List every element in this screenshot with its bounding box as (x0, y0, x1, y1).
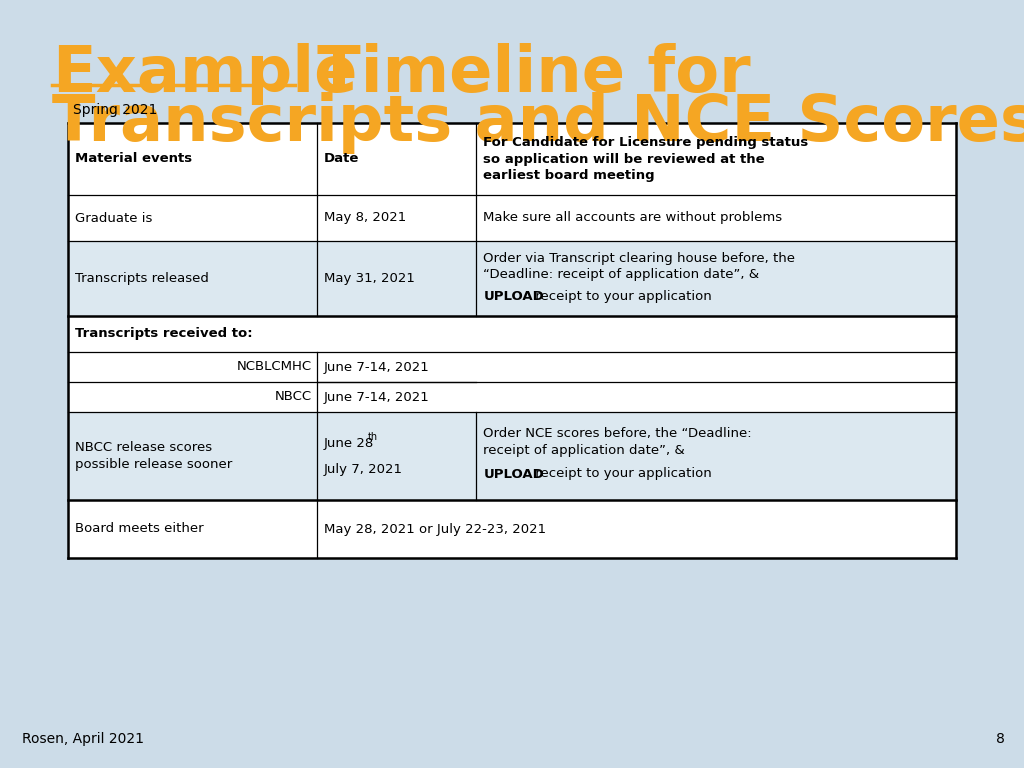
Bar (68, 123, 956, 195)
Text: NBCC: NBCC (274, 390, 311, 403)
Bar (68, 382, 956, 412)
Text: Board meets either: Board meets either (75, 522, 204, 535)
Text: receipt to your application: receipt to your application (531, 290, 713, 303)
Text: UPLOAD: UPLOAD (483, 290, 544, 303)
Text: Date: Date (324, 153, 359, 165)
Text: May 31, 2021: May 31, 2021 (324, 272, 415, 285)
Bar (68, 352, 956, 382)
Text: June 7-14, 2021: June 7-14, 2021 (324, 390, 429, 403)
Text: Spring 2021: Spring 2021 (73, 103, 158, 117)
Text: NBCC release scores
possible release sooner: NBCC release scores possible release soo… (75, 442, 232, 471)
Text: Transcripts and NCE Scores: Transcripts and NCE Scores (52, 92, 1024, 154)
Bar (68, 500, 956, 558)
Text: Graduate is: Graduate is (75, 211, 153, 224)
Text: Order NCE scores before, the “Deadline:
receipt of application date”, &: Order NCE scores before, the “Deadline: … (483, 427, 752, 457)
Text: July 7, 2021: July 7, 2021 (324, 464, 402, 476)
Text: UPLOAD: UPLOAD (483, 468, 544, 481)
Text: Order via Transcript clearing house before, the
“Deadline: receipt of applicatio: Order via Transcript clearing house befo… (483, 252, 796, 281)
Text: June 28: June 28 (324, 438, 374, 451)
Text: Material events: Material events (75, 153, 193, 165)
Bar (68, 316, 956, 352)
Bar (68, 412, 956, 500)
Bar (68, 241, 956, 316)
Text: 8: 8 (996, 732, 1005, 746)
Text: For Candidate for Licensure pending status
so application will be reviewed at th: For Candidate for Licensure pending stat… (483, 136, 809, 182)
Text: May 8, 2021: May 8, 2021 (324, 211, 406, 224)
Text: Rosen, April 2021: Rosen, April 2021 (22, 732, 144, 746)
Text: NCBLCMHC: NCBLCMHC (237, 360, 311, 373)
Text: Make sure all accounts are without problems: Make sure all accounts are without probl… (483, 211, 782, 224)
Text: th: th (368, 432, 378, 442)
Text: June 7-14, 2021: June 7-14, 2021 (324, 360, 429, 373)
Text: Example: Example (52, 43, 357, 105)
Bar (68, 195, 956, 241)
Text: receipt to your application: receipt to your application (531, 468, 713, 481)
Text: Transcripts released: Transcripts released (75, 272, 209, 285)
Text: May 28, 2021 or July 22-23, 2021: May 28, 2021 or July 22-23, 2021 (324, 522, 546, 535)
Text: Transcripts received to:: Transcripts received to: (75, 327, 253, 340)
Text: Timeline for: Timeline for (295, 43, 751, 105)
